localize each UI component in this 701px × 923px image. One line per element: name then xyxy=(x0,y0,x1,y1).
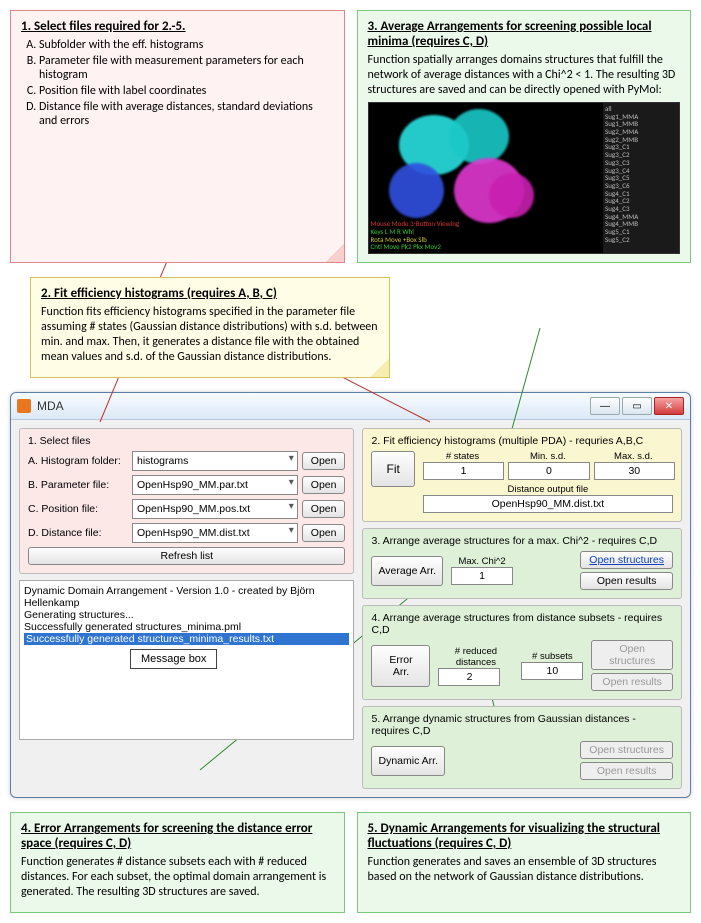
input-max-chi2[interactable]: 1 xyxy=(451,567,513,585)
label-parameter-file: B. Parameter file: xyxy=(28,479,128,491)
panel-fit-title: 2. Fit efficiency histograms (multiple P… xyxy=(371,435,673,447)
label-dist-output: Distance output file xyxy=(423,484,673,495)
note-5-body: Function generates and saves an ensemble… xyxy=(368,855,681,885)
average-arr-button[interactable]: Average Arr. xyxy=(371,556,443,586)
note-1: 1. Select files required for 2.-5. Subfo… xyxy=(10,10,345,263)
app-icon xyxy=(17,399,31,413)
label-subsets: # subsets xyxy=(521,651,583,662)
err-open-results-button[interactable]: Open results xyxy=(591,673,673,691)
note-1-item: Distance file with average distances, st… xyxy=(39,100,334,128)
open-position-file-button[interactable]: Open xyxy=(302,500,346,518)
pymol-viewport: Mouse Mode 3-Button Viewing Keys L M R W… xyxy=(369,103,604,253)
app-window: MDA — ▭ ✕ 1. Select files A. Histogram f… xyxy=(10,392,691,798)
dynamic-arr-button[interactable]: Dynamic Arr. xyxy=(371,746,445,776)
error-arr-button[interactable]: Error Arr. xyxy=(371,645,430,687)
note-2: 2. Fit efficiency histograms (requires A… xyxy=(30,277,390,378)
fit-button[interactable]: Fit xyxy=(371,451,414,487)
input-subsets[interactable]: 10 xyxy=(521,662,583,680)
label-max-sd: Max. s.d. xyxy=(594,451,673,462)
message-box-label: Message box xyxy=(130,649,217,669)
message-box[interactable]: Dynamic Domain Arrangement - Version 1.0… xyxy=(19,580,354,740)
panel-average-arr: 3. Arrange average structures for a max.… xyxy=(362,528,682,599)
titlebar: MDA — ▭ ✕ xyxy=(11,393,690,420)
input-max-sd[interactable]: 30 xyxy=(594,462,675,480)
avg-open-structures-button[interactable]: Open structures xyxy=(580,551,673,569)
message-line: Successfully generated structures_minima… xyxy=(24,621,349,633)
panel-error-title: 4. Arrange average structures from dista… xyxy=(371,612,673,636)
combo-histogram-folder[interactable]: histograms xyxy=(132,451,298,471)
message-line-selected[interactable]: Successfully generated structures_minima… xyxy=(24,633,349,645)
pymol-window: Mouse Mode 3-Button Viewing Keys L M R W… xyxy=(368,102,681,254)
panel-dynamic-arr: 5. Arrange dynamic structures from Gauss… xyxy=(362,706,682,789)
note-2-body: Function fits efficiency histograms spec… xyxy=(41,305,379,365)
input-states[interactable]: 1 xyxy=(423,462,504,480)
dyn-open-results-button[interactable]: Open results xyxy=(580,762,673,780)
refresh-list-button[interactable]: Refresh list xyxy=(28,547,345,565)
note-1-item: Parameter file with measurement paramete… xyxy=(39,54,334,82)
input-dist-output[interactable]: OpenHsp90_MM.dist.txt xyxy=(423,495,673,513)
panel-average-title: 3. Arrange average structures for a max.… xyxy=(371,535,673,547)
combo-position-file[interactable]: OpenHsp90_MM.pos.txt xyxy=(132,499,298,519)
maximize-button[interactable]: ▭ xyxy=(622,397,652,415)
note-5: 5. Dynamic Arrangements for visualizing … xyxy=(357,812,692,913)
avg-open-results-button[interactable]: Open results xyxy=(580,572,673,590)
app-title: MDA xyxy=(37,399,590,413)
note-4: 4. Error Arrangements for screening the … xyxy=(10,812,345,913)
pymol-status: Mouse Mode 3-Button Viewing Keys L M R W… xyxy=(371,220,528,251)
label-reduced-dist: # reduced distances xyxy=(438,646,513,668)
combo-parameter-file[interactable]: OpenHsp90_MM.par.txt xyxy=(132,475,298,495)
open-histogram-folder-button[interactable]: Open xyxy=(302,452,346,470)
message-line: Dynamic Domain Arrangement - Version 1.0… xyxy=(24,585,349,609)
note-3-body: Function spatially arranges domains stru… xyxy=(368,53,681,98)
open-parameter-file-button[interactable]: Open xyxy=(302,476,346,494)
label-histogram-folder: A. Histogram folder: xyxy=(28,455,128,467)
note-2-title: 2. Fit efficiency histograms (requires A… xyxy=(41,286,379,301)
panel-dynamic-title: 5. Arrange dynamic structures from Gauss… xyxy=(371,713,673,737)
label-min-sd: Min. s.d. xyxy=(508,451,587,462)
note-1-item: Subfolder with the eff. histograms xyxy=(39,38,334,52)
label-distance-file: D. Distance file: xyxy=(28,527,128,539)
open-distance-file-button[interactable]: Open xyxy=(302,524,346,542)
label-max-chi2: Max. Chi^2 xyxy=(451,556,513,567)
label-position-file: C. Position file: xyxy=(28,503,128,515)
note-5-title: 5. Dynamic Arrangements for visualizing … xyxy=(368,821,681,851)
panel-select-title: 1. Select files xyxy=(28,435,345,447)
combo-distance-file[interactable]: OpenHsp90_MM.dist.txt xyxy=(132,523,298,543)
dyn-open-structures-button[interactable]: Open structures xyxy=(580,741,673,759)
note-1-title: 1. Select files required for 2.-5. xyxy=(21,19,334,34)
note-4-body: Function generates # distance subsets ea… xyxy=(21,855,334,900)
input-reduced-dist[interactable]: 2 xyxy=(438,668,500,686)
note-3: 3. Average Arrangements for screening po… xyxy=(357,10,692,263)
minimize-button[interactable]: — xyxy=(590,397,620,415)
note-4-title: 4. Error Arrangements for screening the … xyxy=(21,821,334,851)
panel-error-arr: 4. Arrange average structures from dista… xyxy=(362,605,682,700)
panel-select-files: 1. Select files A. Histogram folder: his… xyxy=(19,428,354,574)
note-1-item: Position file with label coordinates xyxy=(39,84,334,98)
label-states: # states xyxy=(423,451,502,462)
close-button[interactable]: ✕ xyxy=(654,397,684,415)
pymol-object-list[interactable]: allSug1_MMASug1_MMBSug2_MMASug2_MMBSug3_… xyxy=(603,103,679,253)
note-3-title: 3. Average Arrangements for screening po… xyxy=(368,19,681,49)
message-line: Generating structures... xyxy=(24,609,349,621)
err-open-structures-button[interactable]: Open structures xyxy=(591,640,673,670)
input-min-sd[interactable]: 0 xyxy=(508,462,589,480)
note-1-list: Subfolder with the eff. histograms Param… xyxy=(21,38,334,128)
panel-fit: 2. Fit efficiency histograms (multiple P… xyxy=(362,428,682,522)
